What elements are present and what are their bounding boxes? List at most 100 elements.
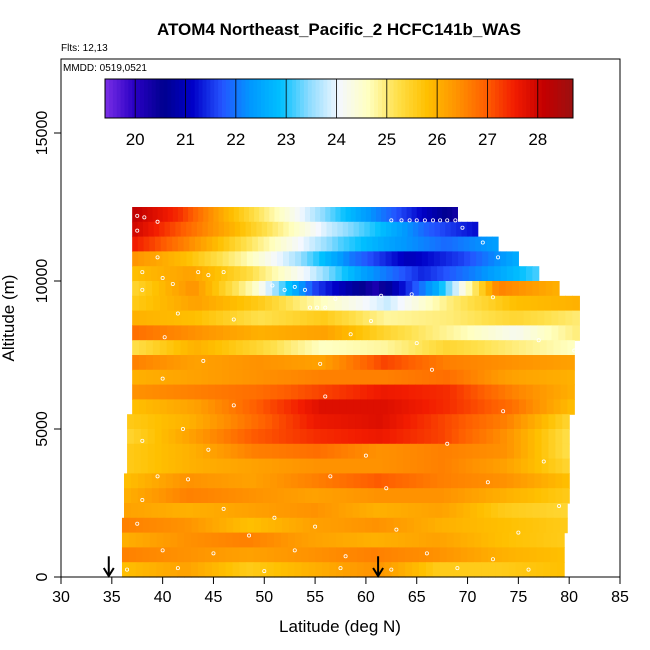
heatmap-cell [237, 443, 246, 460]
heatmap-cell [292, 414, 301, 430]
heatmap-cell [401, 207, 408, 223]
heatmap-cell [472, 414, 480, 430]
heatmap-cell [507, 458, 515, 474]
heatmap-cell [317, 503, 326, 519]
heatmap-cell [520, 429, 529, 445]
heatmap-cell [562, 458, 570, 474]
heatmap-cell [228, 207, 235, 223]
heatmap-cell [142, 207, 148, 223]
colorbar-segment [440, 79, 445, 118]
heatmap-cell [260, 532, 268, 548]
heatmap-cell [453, 532, 462, 548]
heatmap-cell [414, 517, 422, 534]
heatmap-cell [485, 281, 493, 297]
heatmap-cell [175, 458, 183, 474]
heatmap-cell [233, 207, 240, 223]
heatmap-cell [325, 399, 334, 415]
heatmap-cell [277, 355, 285, 371]
heatmap-cell [513, 473, 522, 489]
colorbar-segment [261, 79, 266, 118]
heatmap-cell [481, 532, 489, 548]
heatmap-cell [477, 340, 486, 356]
heatmap-cell [442, 207, 448, 223]
heatmap-cell [212, 236, 219, 252]
heatmap-cell [183, 236, 190, 252]
heatmap-cell [462, 517, 471, 534]
heatmap-cell [355, 207, 362, 223]
heatmap-cell [142, 532, 151, 548]
heatmap-cell [389, 429, 398, 445]
heatmap-cell [360, 369, 368, 386]
sample-point [206, 273, 211, 278]
heatmap-cell [478, 281, 487, 297]
heatmap-cell [437, 458, 446, 474]
heatmap-cell [175, 414, 183, 430]
heatmap-cell [348, 221, 355, 238]
heatmap-cell [529, 562, 538, 578]
heatmap-cell [214, 473, 222, 489]
heatmap-cell [543, 532, 551, 548]
heatmap-cell [567, 340, 575, 356]
heatmap-cells [121, 207, 580, 578]
heatmap-cell [191, 547, 199, 563]
heatmap-cell [278, 281, 287, 297]
heatmap-cell [332, 340, 340, 356]
heatmap-cell [245, 281, 253, 297]
plot-frame [60, 58, 621, 578]
heatmap-cell [418, 266, 425, 282]
heatmap-cell [456, 399, 465, 415]
heatmap-cell [512, 399, 520, 415]
heatmap-cell [512, 340, 520, 356]
heatmap-cell [173, 369, 182, 386]
heatmap-cell [263, 369, 271, 386]
heatmap-cell [402, 473, 410, 489]
heatmap-cell [146, 295, 154, 312]
heatmap-cell [223, 236, 230, 252]
heatmap-cell [193, 488, 202, 504]
heatmap-cell [208, 340, 216, 356]
heatmap-cell [327, 325, 336, 341]
heatmap-cell [329, 532, 337, 548]
heatmap-cell [303, 236, 310, 252]
heatmap-cell [444, 458, 453, 474]
heatmap-cell [168, 251, 175, 267]
colorbar-tick-label: 25 [377, 130, 396, 149]
heatmap-cell [551, 325, 559, 341]
heatmap-cell [177, 562, 185, 578]
heatmap-cell [555, 443, 563, 460]
heatmap-cell [331, 503, 340, 519]
heatmap-cell [505, 399, 513, 415]
heatmap-cell [512, 355, 520, 371]
heatmap-cell [396, 221, 403, 238]
heatmap-cell [249, 369, 258, 386]
heatmap-cell [546, 399, 555, 415]
heatmap-cell [170, 266, 178, 282]
heatmap-cell [467, 325, 476, 341]
heatmap-cell [166, 369, 175, 386]
heatmap-cell [373, 340, 382, 356]
sample-point [343, 554, 348, 559]
heatmap-cell [463, 369, 472, 386]
colorbar-segment [397, 79, 402, 118]
heatmap-cell [334, 295, 343, 312]
sample-point [430, 218, 435, 223]
heatmap-cell [168, 443, 177, 460]
heatmap-cell [385, 251, 393, 267]
heatmap-cell [186, 503, 194, 519]
heatmap-cell [174, 325, 182, 341]
heatmap-cell [425, 310, 434, 326]
sample-point [368, 318, 373, 323]
heatmap-cell [465, 414, 474, 430]
heatmap-cell [265, 429, 273, 445]
heatmap-cell [382, 443, 391, 460]
heatmap-cell [491, 369, 499, 386]
heatmap-cell [367, 473, 376, 489]
heatmap-cell [191, 562, 199, 578]
heatmap-cell [456, 369, 465, 386]
heatmap-cell [269, 236, 276, 252]
heatmap-cell [290, 473, 299, 489]
heatmap-cell [397, 310, 406, 326]
heatmap-cell [297, 384, 306, 400]
heatmap-cell [235, 384, 244, 400]
